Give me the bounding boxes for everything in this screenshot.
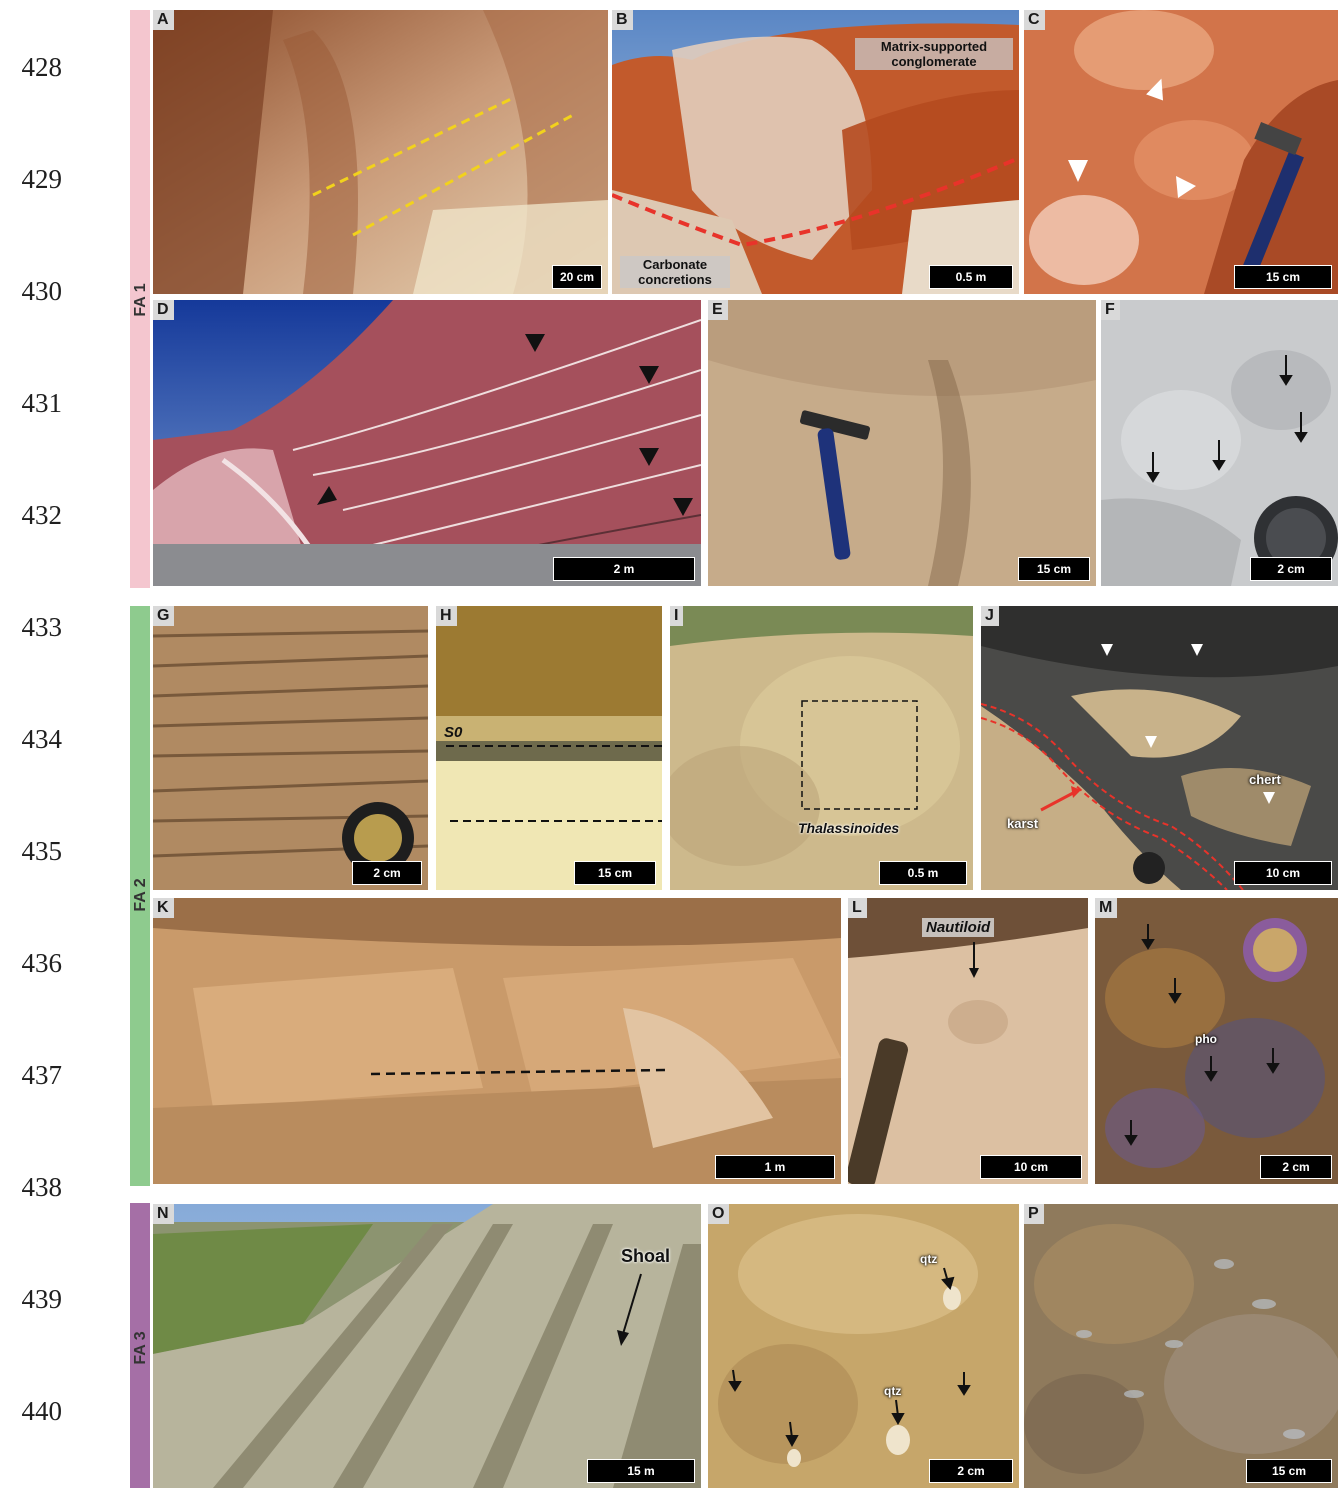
panel-e-label: E	[708, 300, 728, 320]
panel-o-photo: O qtz qtz 2 cm	[708, 1204, 1019, 1488]
panel-d-scale-bar: 2 m	[553, 557, 695, 581]
panel-c-label: C	[1024, 10, 1045, 30]
line-number: 429	[21, 164, 63, 194]
panel-i-label: I	[670, 606, 684, 626]
line-number: 428	[21, 52, 63, 82]
panel-j-annotation-karst: karst	[1007, 816, 1039, 831]
line-number: 434	[21, 724, 63, 754]
panel-i-scale-bar: 0.5 m	[879, 861, 967, 885]
panel-b-scale-bar: 0.5 m	[929, 265, 1013, 289]
panel-g-photo: G 2 cm	[153, 606, 428, 890]
panel-f-scale-bar: 2 cm	[1250, 557, 1332, 581]
panel-n-annotation-shoal: Shoal	[621, 1246, 671, 1266]
panel-m-label: M	[1095, 898, 1118, 918]
panel-h-annotation-s0: S0	[444, 724, 463, 741]
line-number: 438	[21, 1172, 63, 1202]
panel-k-scale-bar: 1 m	[715, 1155, 835, 1179]
panel-m-scale-bar: 2 cm	[1260, 1155, 1332, 1179]
panel-b-annotation-conglomerate: Matrix-supported conglomerate	[855, 38, 1013, 70]
panel-c-scale-bar: 15 cm	[1234, 265, 1332, 289]
panel-n-label: N	[153, 1204, 174, 1224]
panel-h-scale-bar: 15 cm	[574, 861, 656, 885]
panel-l-scale-bar: 10 cm	[980, 1155, 1082, 1179]
panel-p-photo: P 15 cm	[1024, 1204, 1338, 1488]
line-number: 432	[21, 500, 63, 530]
panel-g-scale-bar: 2 cm	[352, 861, 422, 885]
line-number: 437	[21, 1060, 63, 1090]
panel-l-label: L	[848, 898, 867, 918]
panel-o-annotation-qtz-2: qtz	[884, 1384, 902, 1398]
panel-p-label: P	[1024, 1204, 1044, 1224]
panel-m-photo: M pho 2 cm	[1095, 898, 1338, 1184]
panel-h-photo: H S0 15 cm	[436, 606, 662, 890]
panel-p-scale-bar: 15 cm	[1246, 1459, 1332, 1483]
fa2-bar	[130, 606, 150, 1186]
line-number: 435	[21, 836, 63, 866]
panel-o-label: O	[708, 1204, 730, 1224]
fa3-bar	[130, 1203, 150, 1488]
panel-j-photo: J chert karst 10 cm	[981, 606, 1338, 890]
line-number: 439	[21, 1284, 63, 1314]
panel-j-scale-bar: 10 cm	[1234, 861, 1332, 885]
panel-a-scale-bar: 20 cm	[552, 265, 602, 289]
panel-i-annotation-thalassinoides: Thalassinoides	[798, 820, 900, 836]
panel-j-label: J	[981, 606, 999, 626]
panel-k-photo: K 1 m	[153, 898, 841, 1184]
panel-l-annotation-nautiloid: Nautiloid	[922, 918, 995, 937]
panel-a-photo: A 20 cm	[153, 10, 608, 294]
panel-i-photo: I Thalassinoides 0.5 m	[670, 606, 973, 890]
panel-o-scale-bar: 2 cm	[929, 1459, 1013, 1483]
panel-l-photo: L Nautiloid 10 cm	[848, 898, 1088, 1184]
panel-b-photo: B Matrix-supported conglomerate Carbonat…	[612, 10, 1019, 294]
panel-f-label: F	[1101, 300, 1120, 320]
panel-k-label: K	[153, 898, 174, 918]
panel-o-annotation-qtz-1: qtz	[920, 1252, 938, 1266]
panel-n-photo: N Shoal 15 m	[153, 1204, 701, 1488]
panel-f-photo: F 2 cm	[1101, 300, 1338, 586]
panel-c-photo: C 15 cm	[1024, 10, 1338, 294]
panel-b-annotation-concretions: Carbonate concretions	[620, 256, 730, 288]
panel-j-annotation-chert: chert	[1249, 772, 1281, 787]
fa3-label: FA 3	[132, 1331, 149, 1365]
panel-g-label: G	[153, 606, 175, 626]
panel-e-photo: E 15 cm	[708, 300, 1096, 586]
line-number: 431	[21, 388, 63, 418]
panel-m-annotation-pho: pho	[1195, 1032, 1217, 1046]
panel-d-photo: D 2 m	[153, 300, 701, 586]
panel-e-scale-bar: 15 cm	[1018, 557, 1090, 581]
line-number: 433	[21, 612, 63, 642]
panel-a-label: A	[153, 10, 174, 30]
panel-n-scale-bar: 15 m	[587, 1459, 695, 1483]
panel-h-label: H	[436, 606, 457, 626]
line-number: 436	[21, 948, 63, 978]
fa1-bar	[130, 10, 150, 588]
fa2-label: FA 2	[132, 878, 149, 912]
panel-d-label: D	[153, 300, 174, 320]
fa1-label: FA 1	[132, 283, 149, 317]
line-number: 430	[21, 276, 63, 306]
line-number: 440	[21, 1396, 63, 1426]
panel-b-label: B	[612, 10, 633, 30]
